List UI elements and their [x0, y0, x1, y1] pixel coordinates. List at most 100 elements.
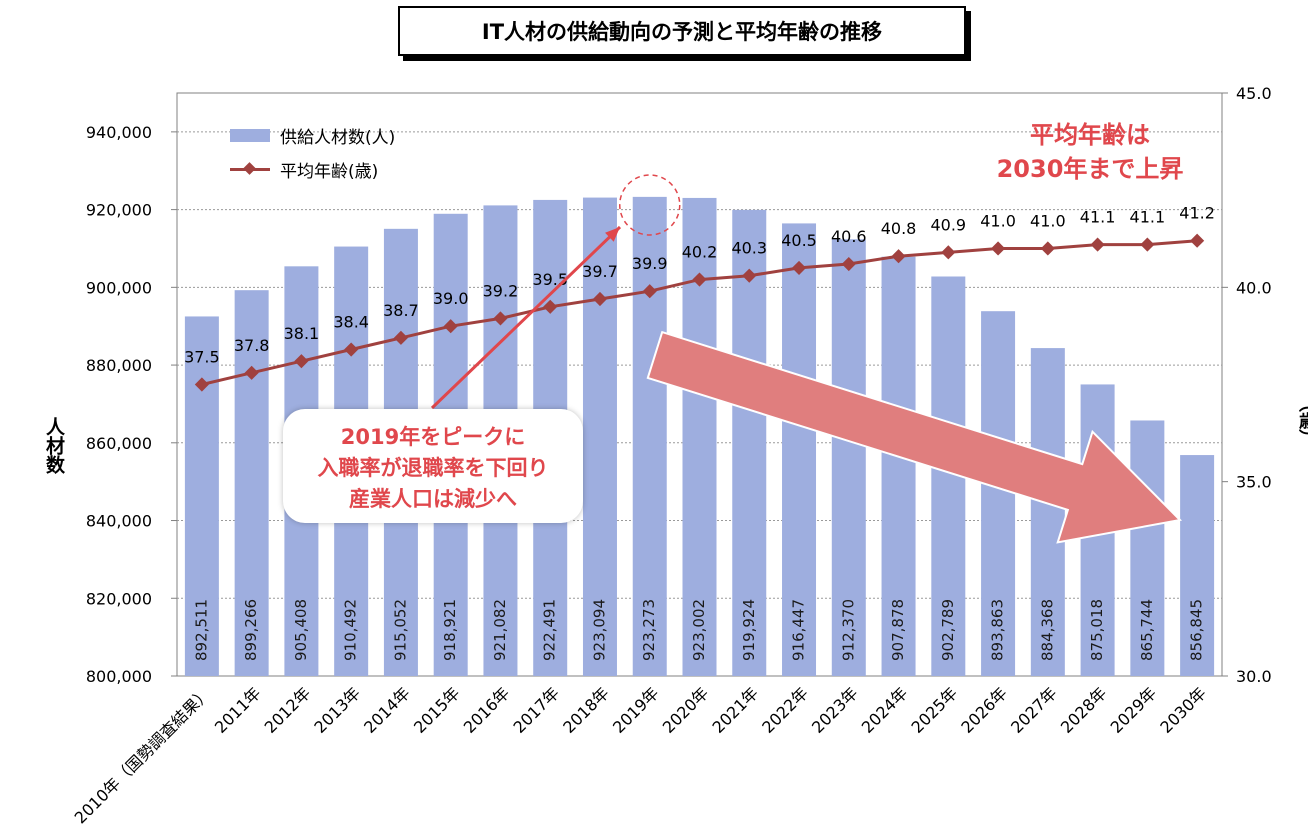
age-marker — [742, 268, 757, 283]
age-marker — [1090, 237, 1105, 252]
bar-value-label: 919,924 — [740, 599, 758, 661]
y-right-tick-label: 35.0 — [1236, 473, 1272, 492]
x-tick-label: 2026年 — [957, 683, 1011, 737]
peak-pointer-arrowhead — [605, 227, 620, 242]
bar — [632, 196, 667, 676]
bar — [881, 256, 916, 676]
age-value-label: 39.2 — [483, 281, 519, 300]
x-tick-label: 2012年 — [261, 683, 315, 737]
x-tick-label: 2024年 — [858, 683, 912, 737]
legend-line-label: 平均年齢(歳) — [280, 161, 379, 182]
age-value-label: 40.2 — [682, 243, 718, 262]
x-tick-label: 2022年 — [758, 683, 812, 737]
age-value-label: 40.6 — [831, 227, 867, 246]
bar-value-label: 923,273 — [640, 599, 658, 661]
x-tick-label: 2015年 — [410, 683, 464, 737]
age-rise-annotation: 平均年齢は 2030年まで上昇 — [985, 118, 1195, 186]
peak-callout-line-1: 2019年をピークに — [340, 425, 526, 449]
chart-title: IT人材の供給動向の予測と平均年齢の推移 — [398, 6, 966, 56]
age-value-label: 41.2 — [1179, 204, 1215, 223]
bar — [831, 239, 866, 677]
age-marker — [941, 245, 956, 260]
age-value-label: 38.4 — [333, 313, 369, 332]
age-value-label: 39.0 — [433, 289, 469, 308]
x-tick-label: 2019年 — [609, 683, 663, 737]
y-left-tick-label: 840,000 — [86, 512, 152, 531]
x-tick-label: 2030年 — [1156, 683, 1210, 737]
bar — [732, 209, 767, 676]
age-marker — [393, 330, 408, 345]
age-value-label: 40.9 — [930, 215, 966, 234]
age-marker — [194, 377, 209, 392]
x-tick-label: 2025年 — [908, 683, 962, 737]
decline-arrow — [646, 330, 1183, 544]
age-value-label: 37.5 — [184, 348, 220, 367]
peak-highlight-circle — [618, 174, 681, 236]
bar-value-label: 905,408 — [292, 599, 310, 661]
age-value-label: 39.7 — [582, 262, 618, 281]
age-marker — [592, 291, 608, 307]
x-tick-label: 2014年 — [360, 683, 414, 737]
age-rise-line-1: 平均年齢は — [1030, 121, 1150, 149]
age-value-label: 39.5 — [532, 270, 568, 289]
age-value-label: 40.5 — [781, 231, 817, 250]
age-marker — [344, 342, 359, 357]
x-tick-label: 2011年 — [211, 683, 265, 737]
x-tick-label: 2029年 — [1107, 683, 1161, 737]
age-value-label: 41.1 — [1130, 208, 1166, 227]
peak-callout-line-3: 産業人口は減少へ — [349, 487, 517, 511]
x-tick-label: 2018年 — [559, 683, 613, 737]
y-left-tick-label: 940,000 — [86, 123, 152, 142]
bar — [1180, 455, 1215, 676]
bar-value-label: 875,018 — [1088, 599, 1106, 661]
bar-value-label: 912,370 — [839, 599, 857, 661]
legend-item-line: 平均年齢(歳) — [230, 152, 395, 186]
bar-value-label: 907,878 — [889, 599, 907, 661]
y-axis-left-label: 人材数 — [43, 416, 65, 474]
age-value-label: 38.1 — [284, 324, 320, 343]
bar-value-label: 923,094 — [590, 599, 608, 661]
x-tick-label: 2023年 — [808, 683, 862, 737]
y-left-tick-label: 860,000 — [86, 434, 152, 453]
age-marker — [991, 241, 1006, 256]
age-value-label: 41.0 — [980, 211, 1016, 230]
age-marker — [642, 284, 657, 299]
bar — [981, 311, 1016, 676]
age-value-label: 39.9 — [632, 254, 668, 273]
x-tick-label: 2013年 — [310, 683, 364, 737]
bar-value-label: 899,266 — [242, 599, 260, 661]
y-left-tick-label: 920,000 — [86, 201, 152, 220]
legend-bar-label: 供給人材数(人) — [280, 127, 396, 148]
peak-pointer-arrow — [430, 225, 622, 410]
age-value-label: 38.7 — [383, 301, 419, 320]
age-marker — [841, 256, 856, 272]
bar-value-label: 856,845 — [1188, 599, 1206, 661]
bar — [782, 223, 817, 676]
bar-value-label: 865,744 — [1138, 599, 1156, 661]
bar-value-label: 915,052 — [391, 599, 409, 661]
x-tick-label: 2017年 — [509, 683, 563, 737]
bar-value-label: 922,491 — [541, 599, 559, 661]
bar-value-label: 884,368 — [1038, 599, 1056, 661]
bar — [1030, 348, 1065, 676]
x-tick-label: 2027年 — [1007, 683, 1061, 737]
y-right-tick-label: 40.0 — [1236, 278, 1272, 297]
age-rise-line-2: 2030年まで上昇 — [996, 155, 1184, 183]
bar-value-label: 902,789 — [939, 599, 957, 661]
y-left-tick-label: 800,000 — [86, 667, 152, 686]
y-left-tick-label: 900,000 — [86, 278, 152, 297]
bar-value-label: 923,002 — [690, 599, 708, 661]
x-tick-label: 2020年 — [659, 683, 713, 737]
bar-value-label: 918,921 — [441, 599, 459, 661]
y-right-tick-label: 45.0 — [1236, 84, 1272, 103]
age-marker — [244, 365, 259, 380]
legend: 供給人材数(人) 平均年齢(歳) — [230, 118, 395, 186]
age-value-label: 41.1 — [1080, 208, 1116, 227]
age-marker — [791, 260, 807, 275]
bar-value-label: 892,511 — [192, 599, 210, 661]
bar-value-label: 916,447 — [790, 599, 808, 661]
y-right-tick-label: 30.0 — [1236, 667, 1272, 686]
y-left-tick-label: 880,000 — [86, 356, 152, 375]
x-tick-label: 2021年 — [709, 683, 763, 737]
